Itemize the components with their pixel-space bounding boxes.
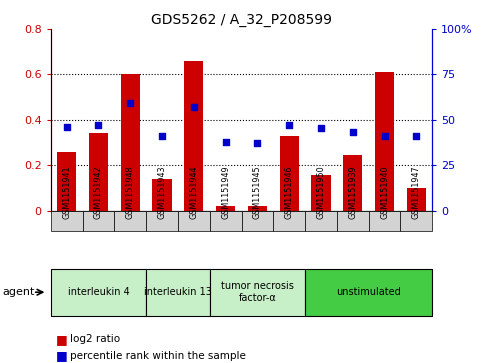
Text: agent: agent — [2, 287, 35, 297]
Text: ■: ■ — [56, 333, 67, 346]
Text: GSM1151947: GSM1151947 — [412, 165, 421, 219]
Point — [381, 133, 388, 139]
Text: GSM1151948: GSM1151948 — [126, 165, 135, 219]
Point — [254, 140, 261, 146]
Bar — [375, 72, 394, 211]
Text: tumor necrosis
factor-α: tumor necrosis factor-α — [221, 281, 294, 303]
Point — [95, 122, 102, 128]
Bar — [343, 155, 362, 211]
Text: interleukin 4: interleukin 4 — [68, 287, 129, 297]
Point — [285, 122, 293, 128]
Bar — [121, 74, 140, 211]
Bar — [216, 206, 235, 211]
Bar — [280, 136, 298, 211]
Text: GSM1151939: GSM1151939 — [348, 165, 357, 219]
Bar — [312, 175, 330, 211]
Title: GDS5262 / A_32_P208599: GDS5262 / A_32_P208599 — [151, 13, 332, 26]
Bar — [248, 206, 267, 211]
Text: GSM1151946: GSM1151946 — [284, 165, 294, 219]
Text: GSM1151943: GSM1151943 — [157, 165, 167, 219]
Point — [158, 133, 166, 139]
Point — [349, 129, 356, 135]
Text: GSM1151940: GSM1151940 — [380, 165, 389, 219]
Point — [63, 124, 71, 130]
Text: GSM1151945: GSM1151945 — [253, 165, 262, 219]
Text: percentile rank within the sample: percentile rank within the sample — [70, 351, 246, 361]
Point — [412, 133, 420, 139]
Point — [190, 104, 198, 110]
Text: GSM1151942: GSM1151942 — [94, 165, 103, 219]
Bar — [407, 188, 426, 211]
Text: interleukin 13: interleukin 13 — [144, 287, 212, 297]
Text: log2 ratio: log2 ratio — [70, 334, 120, 344]
Text: unstimulated: unstimulated — [336, 287, 401, 297]
Point — [222, 139, 229, 144]
Point — [317, 125, 325, 131]
Text: GSM1151941: GSM1151941 — [62, 165, 71, 219]
Text: GSM1151949: GSM1151949 — [221, 165, 230, 219]
Bar — [89, 133, 108, 211]
Text: ■: ■ — [56, 349, 67, 362]
Text: GSM1151944: GSM1151944 — [189, 165, 199, 219]
Bar — [185, 61, 203, 211]
Bar — [153, 179, 171, 211]
Text: GSM1151950: GSM1151950 — [316, 165, 326, 219]
Bar — [57, 152, 76, 211]
Point — [127, 101, 134, 106]
